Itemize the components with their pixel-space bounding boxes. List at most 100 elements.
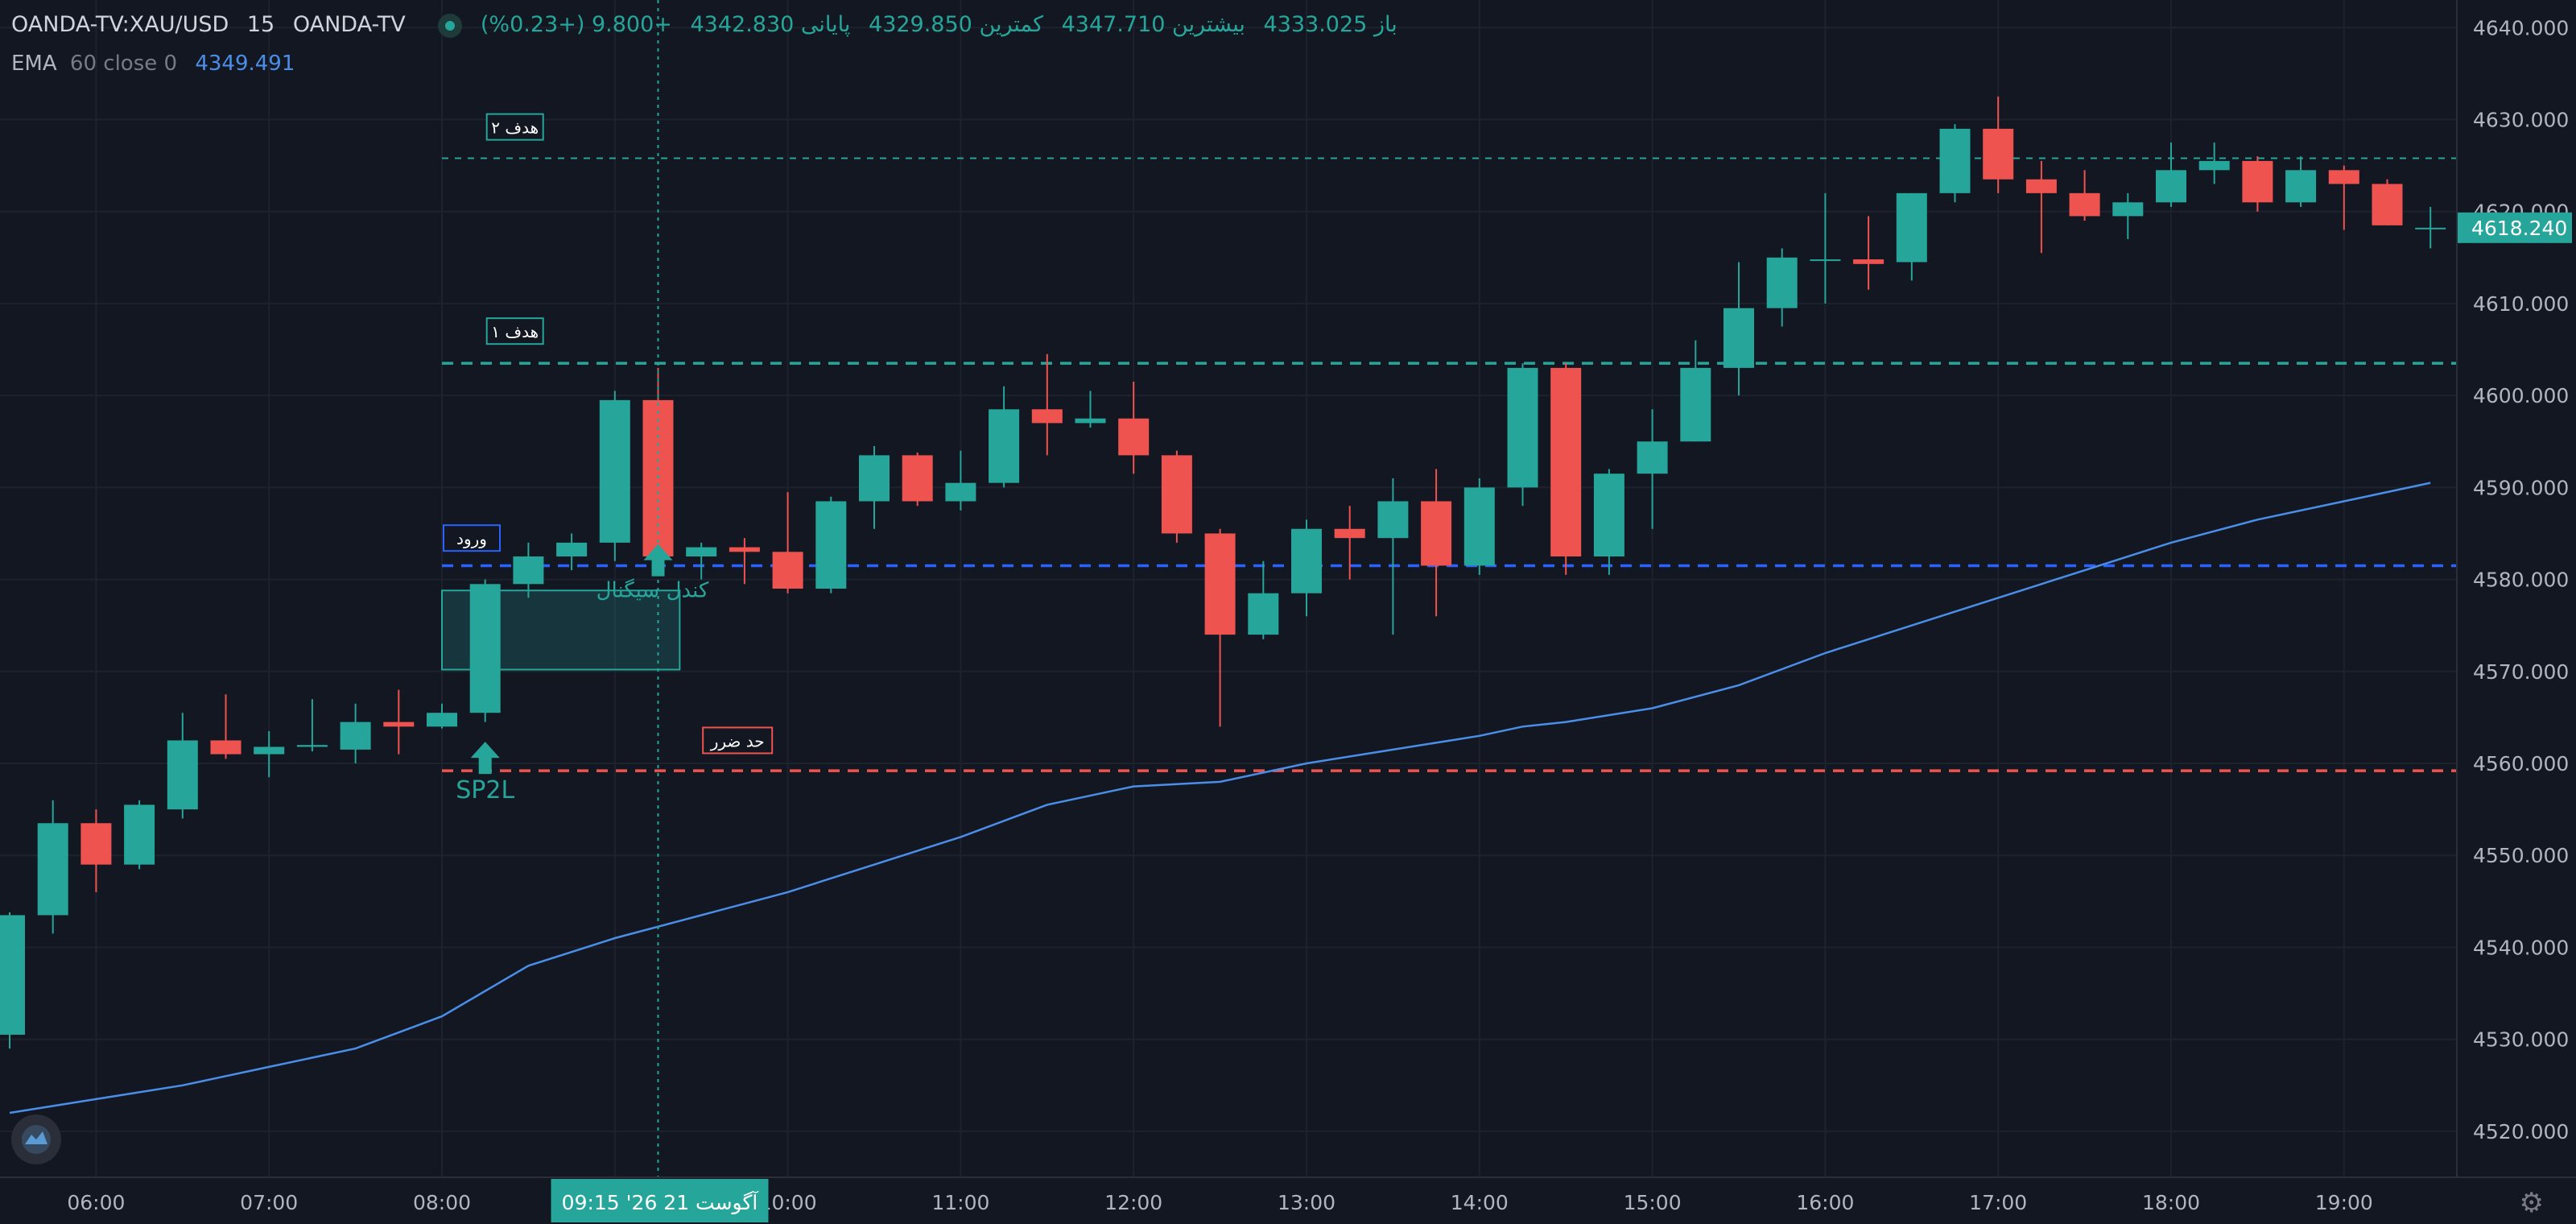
candle-1 <box>37 800 68 934</box>
candle-9 <box>383 689 415 755</box>
candle-body-11 <box>469 584 501 713</box>
candle-body-38 <box>1637 441 1668 474</box>
gear-icon[interactable]: ⚙ <box>2519 1187 2544 1219</box>
x-tick-label-7: 13:00 <box>1278 1191 1335 1214</box>
ohlc-open: باز 4333.025 <box>1263 12 1397 37</box>
candle-51 <box>2198 143 2230 184</box>
candle-5 <box>210 694 242 759</box>
candle-body-19 <box>815 501 847 589</box>
candle-49 <box>2112 192 2144 239</box>
y-tick-label-8: 4600.000 <box>2473 384 2569 407</box>
symbol-legend: OANDA-TV:XAU/USD 15 OANDA-TV باز 4333.02… <box>11 11 1409 39</box>
candle-body-9 <box>383 722 415 727</box>
last-price-bg <box>2458 212 2572 243</box>
candle-47 <box>2025 160 2057 254</box>
candle-body-32 <box>1377 501 1409 539</box>
candle-body-41 <box>1766 257 1798 308</box>
candle-body-31 <box>1334 528 1365 539</box>
candle-body-51 <box>2198 160 2230 171</box>
stop-loss-label-box <box>702 726 774 755</box>
y-tick-label-0: 4520.000 <box>2473 1120 2569 1143</box>
candle-body-28 <box>1204 533 1236 635</box>
candle-19 <box>815 496 847 593</box>
candle-53 <box>2285 156 2317 207</box>
candle-body-46 <box>1983 128 2014 180</box>
candle-body-49 <box>2112 202 2144 217</box>
candle-35 <box>1507 363 1538 507</box>
candle-body-7 <box>296 745 328 747</box>
candle-body-23 <box>989 409 1020 483</box>
candle-8 <box>340 703 371 764</box>
candle-20 <box>859 445 890 529</box>
candle-39 <box>1680 340 1711 442</box>
candle-37 <box>1593 469 1624 575</box>
y-tick-label-5: 4570.000 <box>2473 660 2569 684</box>
candle-body-37 <box>1593 473 1624 557</box>
indicator-legend[interactable]: EMA 60 close 0 4349.491 <box>11 50 306 77</box>
time-axis-bg <box>0 1177 2576 1224</box>
candle-14 <box>599 391 630 561</box>
candle-body-56 <box>2415 227 2446 229</box>
candle-body-34 <box>1463 487 1495 566</box>
last-price-text: 4618.240 <box>2471 217 2567 240</box>
candle-body-54 <box>2328 170 2359 184</box>
entry-label-text: ورود <box>456 529 487 548</box>
x-tick-label-11: 17:00 <box>1969 1191 2027 1214</box>
y-tick-label-12: 4640.000 <box>2473 16 2569 39</box>
tradingview-logo-icon[interactable] <box>11 1114 61 1164</box>
interval[interactable]: 15 <box>246 12 275 37</box>
candle-body-47 <box>2025 179 2057 193</box>
candle-22 <box>945 450 976 511</box>
y-tick-label-6: 4580.000 <box>2473 569 2569 592</box>
candle-4 <box>167 713 198 819</box>
candle-body-2 <box>80 823 112 865</box>
candle-body-20 <box>859 455 890 502</box>
signal-0: SP2L <box>456 742 514 804</box>
target-2-label-box <box>485 113 544 141</box>
target-1-label: هدف ۱ <box>485 317 544 345</box>
ohlc-high: بیشترین 4347.710 <box>1061 12 1245 37</box>
candle-33 <box>1421 469 1452 617</box>
candle-body-44 <box>1896 192 1927 263</box>
candle-43 <box>1853 216 1885 290</box>
candle-body-33 <box>1421 501 1452 566</box>
stop-loss-label: حد ضرر <box>702 726 774 755</box>
x-tick-label-1: 07:00 <box>240 1191 298 1214</box>
candle-31 <box>1334 506 1365 580</box>
candle-body-17 <box>729 547 760 552</box>
candle-body-25 <box>1075 418 1106 424</box>
candle-body-13 <box>556 542 588 557</box>
candle-body-53 <box>2285 170 2317 203</box>
candle-13 <box>556 533 588 571</box>
candle-42 <box>1810 192 1841 304</box>
candle-body-8 <box>340 722 371 750</box>
candle-17 <box>729 538 760 585</box>
crosshair-time-text: 09:15 '26 آگوست 21 <box>562 1190 759 1214</box>
indicator-params: 60 close 0 <box>69 52 178 76</box>
ohlc-close: پایانی 4342.830 <box>690 12 851 37</box>
candle-body-4 <box>167 740 198 810</box>
candle-21 <box>902 452 933 507</box>
candle-54 <box>2328 165 2359 230</box>
candle-34 <box>1463 478 1495 575</box>
candle-body-29 <box>1248 593 1279 635</box>
crosshair-time-bg <box>551 1179 769 1222</box>
candle-24 <box>1031 354 1063 456</box>
candle-body-36 <box>1550 367 1582 557</box>
x-tick-label-8: 14:00 <box>1451 1191 1509 1214</box>
candle-body-22 <box>945 482 976 502</box>
candle-10 <box>427 703 457 729</box>
candle-28 <box>1204 528 1236 727</box>
candle-6 <box>254 731 285 778</box>
candle-body-6 <box>254 746 285 755</box>
y-tick-label-3: 4550.000 <box>2473 844 2569 867</box>
candle-body-40 <box>1724 308 1754 368</box>
candle-3 <box>124 800 155 870</box>
candle-body-52 <box>2242 160 2273 203</box>
candle-55 <box>2372 179 2403 225</box>
candle-body-35 <box>1507 367 1538 488</box>
candle-body-21 <box>902 455 933 502</box>
symbol-name[interactable]: OANDA-TV:XAU/USD <box>11 12 229 37</box>
